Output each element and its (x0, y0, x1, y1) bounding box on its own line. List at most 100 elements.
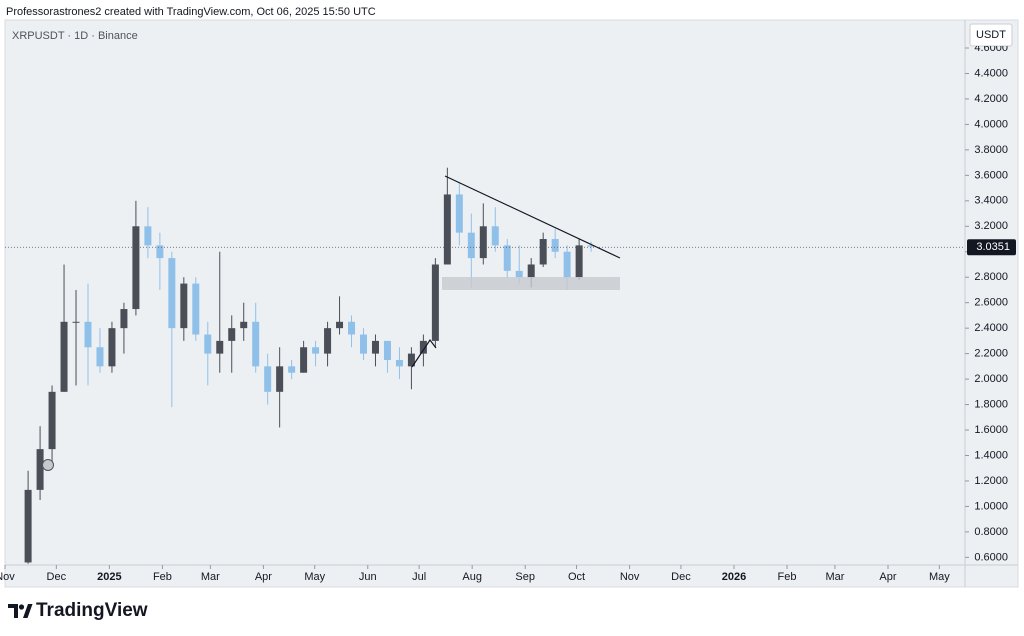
y-tick-label: 4.6000 (974, 42, 1008, 54)
y-tick-label: 1.0000 (974, 500, 1008, 512)
candle-body (240, 321, 248, 329)
candle-body (120, 309, 128, 329)
candle-body (503, 245, 511, 271)
candle-body (407, 353, 415, 367)
y-tick-label: 1.8000 (974, 398, 1008, 410)
currency-box[interactable] (969, 23, 1013, 47)
candle-body (96, 347, 104, 367)
y-tick-label: 2.0000 (974, 373, 1008, 385)
candle-body (180, 283, 188, 329)
candle-body (395, 359, 403, 367)
x-tick-label: 2026 (722, 571, 746, 583)
x-tick-label: Dec (671, 571, 691, 583)
x-tick-label: Nov (0, 571, 15, 583)
triangle-drawing (411, 338, 437, 368)
y-tick-label: 2.2000 (974, 348, 1008, 360)
x-tick-label: Jul (412, 571, 426, 583)
marker-circle (42, 459, 54, 471)
x-tick-label: 2025 (97, 571, 121, 583)
candle-body (419, 340, 427, 354)
candle-body (431, 264, 439, 341)
x-tick-label: Feb (778, 571, 797, 583)
candles (24, 167, 595, 564)
support-zone (442, 277, 620, 290)
candle-body (132, 226, 140, 310)
y-tick-label: 4.0000 (974, 118, 1008, 130)
candle-body (144, 226, 152, 246)
logo-text: TradingView (36, 600, 148, 621)
candle-body (336, 321, 344, 329)
candle-body (228, 328, 236, 341)
candle-body (168, 258, 176, 329)
candle-body (587, 245, 595, 247)
x-tick-label: Nov (620, 571, 640, 583)
y-tick-label: 2.6000 (974, 297, 1008, 309)
chart-pane (4, 19, 1019, 588)
candle-body (72, 321, 80, 323)
y-tick-label: 1.4000 (974, 449, 1008, 461)
candle-body (563, 251, 571, 278)
header-text: Professorastrones2 created with TradingV… (6, 6, 376, 18)
candle-body (84, 321, 92, 348)
y-tick-label: 0.8000 (974, 526, 1008, 538)
logo-icon (8, 604, 33, 618)
y-tick-label: 1.2000 (974, 475, 1008, 487)
candle-body (551, 239, 559, 252)
candle-body (371, 340, 379, 354)
x-tick-label: Mar (825, 571, 844, 583)
candle-body (539, 239, 547, 265)
candle-body (264, 366, 272, 392)
candle-body (276, 366, 284, 392)
y-tick-label: 4.4000 (974, 67, 1008, 79)
y-tick-label: 3.8000 (974, 144, 1008, 156)
candle-body (348, 321, 356, 335)
candle-body (192, 283, 200, 335)
y-tick-label: 1.6000 (974, 424, 1008, 436)
candle-body (515, 270, 523, 278)
x-tick-label: Apr (255, 571, 272, 583)
candle-body (252, 321, 260, 367)
x-tick-label: Sep (515, 571, 535, 583)
last-price-tag (967, 239, 1016, 256)
candle-body (48, 391, 56, 450)
candle-body (288, 366, 296, 373)
y-tick-label: 3.6000 (974, 169, 1008, 181)
candle-body (527, 264, 535, 278)
y-tick-label: 3.4000 (974, 195, 1008, 207)
x-tick-label: Aug (462, 571, 482, 583)
candle-body (312, 347, 320, 354)
currency-label[interactable]: USDT (976, 29, 1006, 41)
trend-line (444, 175, 621, 259)
x-tick-label: Jun (359, 571, 377, 583)
candle-body (156, 245, 164, 259)
candle-body (383, 340, 391, 360)
candle-body (204, 334, 212, 354)
x-tick-label: Oct (568, 571, 585, 583)
candle-body (360, 334, 368, 354)
candle-body (443, 194, 451, 265)
candle-body (575, 245, 583, 278)
candle-body (455, 194, 463, 233)
x-tick-label: Dec (47, 571, 67, 583)
candle-body (60, 321, 68, 392)
candle-body (216, 340, 224, 354)
y-tick-label: 2.8000 (974, 271, 1008, 283)
x-tick-label: May (929, 571, 950, 583)
x-tick-label: May (304, 571, 325, 583)
candle-body (36, 449, 44, 490)
time-axis: Nov Dec 2025 Feb Mar Apr May Jun Jul Aug Sep Oct Nov… (0, 565, 950, 583)
candle-body (491, 226, 499, 246)
last-price-label: 3.0351 (976, 241, 1010, 253)
y-tick-label: 3.2000 (974, 220, 1008, 232)
candle-body (24, 489, 32, 563)
drawings (42, 175, 621, 471)
candle-body (300, 347, 308, 373)
x-tick-label: Apr (879, 571, 896, 583)
y-tick-label: 4.2000 (974, 93, 1008, 105)
x-tick-label: Mar (201, 571, 220, 583)
candle-body (108, 328, 116, 367)
candle-body (479, 226, 487, 259)
symbol-title: XRPUSDT · 1D · Binance (12, 30, 138, 42)
candle-body (467, 232, 475, 259)
